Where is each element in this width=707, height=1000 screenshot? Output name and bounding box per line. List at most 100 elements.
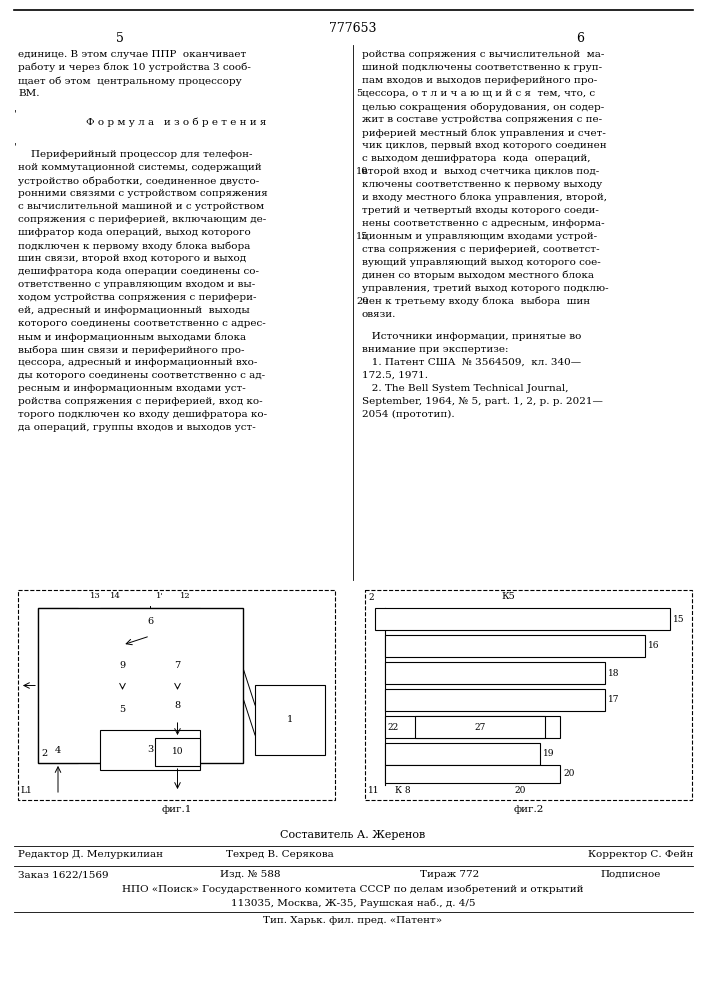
Bar — [255, 685, 325, 755]
Text: 1: 1 — [287, 716, 293, 724]
Text: Тираж 772: Тираж 772 — [420, 870, 479, 879]
Text: 7: 7 — [175, 660, 180, 670]
Bar — [100, 730, 200, 770]
Text: шиной подключены соответственно к груп-: шиной подключены соответственно к груп- — [362, 63, 602, 72]
Text: 2. The Bell System Technical Journal,: 2. The Bell System Technical Journal, — [362, 384, 568, 393]
Text: 4: 4 — [55, 746, 61, 755]
Bar — [38, 608, 78, 763]
Text: Составитель А. Жеренов: Составитель А. Жеренов — [281, 830, 426, 840]
Text: ционным и управляющим входами устрой-: ционным и управляющим входами устрой- — [362, 232, 597, 241]
Bar — [385, 743, 540, 765]
Text: 113035, Москва, Ж-35, Раушская наб., д. 4/5: 113035, Москва, Ж-35, Раушская наб., д. … — [230, 898, 475, 908]
Text: 5: 5 — [119, 706, 126, 714]
Text: вующий управляющий выход которого сое-: вующий управляющий выход которого сое- — [362, 258, 601, 267]
Text: 5: 5 — [356, 89, 362, 98]
Text: фиг.2: фиг.2 — [513, 805, 544, 814]
Text: овязи.: овязи. — [362, 310, 397, 319]
Text: жит в составе устройства сопряжения с пе-: жит в составе устройства сопряжения с пе… — [362, 115, 602, 124]
Text: ресным и информационным входами уст-: ресным и информационным входами уст- — [18, 384, 246, 393]
Bar — [375, 608, 670, 630]
Text: чен к третьему входу блока  выбора  шин: чен к третьему входу блока выбора шин — [362, 297, 590, 306]
Text: 20: 20 — [563, 770, 574, 778]
Text: и входу местного блока управления, второй,: и входу местного блока управления, второ… — [362, 193, 607, 202]
Text: 15: 15 — [356, 232, 368, 241]
Text: выбора шин связи и периферийного про-: выбора шин связи и периферийного про- — [18, 345, 245, 355]
Text: подключен к первому входу блока выбора: подключен к первому входу блока выбора — [18, 241, 250, 251]
Bar — [385, 716, 560, 738]
Text: Ф о р м у л а   и з о б р е т е н и я: Ф о р м у л а и з о б р е т е н и я — [86, 118, 267, 127]
Text: 1': 1' — [156, 592, 164, 600]
Text: которого соединены соответственно с адрес-: которого соединены соответственно с адре… — [18, 319, 266, 328]
Text: Корректор С. Фейн: Корректор С. Фейн — [588, 850, 693, 859]
Text: Техред В. Серякова: Техред В. Серякова — [226, 850, 334, 859]
Text: единице. В этом случае ППР  оканчивает: единице. В этом случае ППР оканчивает — [18, 50, 246, 59]
Text: L1: L1 — [20, 786, 32, 795]
Text: Заказ 1622/1569: Заказ 1622/1569 — [18, 870, 109, 879]
Text: с вычислительной машиной и с устройством: с вычислительной машиной и с устройством — [18, 202, 264, 211]
Text: 10: 10 — [172, 748, 183, 756]
Text: 13: 13 — [90, 592, 100, 600]
Text: торого подключен ко входу дешифратора ко-: торого подключен ко входу дешифратора ко… — [18, 410, 267, 419]
Text: 6: 6 — [147, 617, 153, 626]
Text: ройства сопряжения с периферией, вход ко-: ройства сопряжения с периферией, вход ко… — [18, 397, 262, 406]
Text: нены соответственно с адресным, информа-: нены соответственно с адресным, информа- — [362, 219, 604, 228]
Text: ответственно с управляющим входом и вы-: ответственно с управляющим входом и вы- — [18, 280, 255, 289]
Text: 2054 (прототип).: 2054 (прототип). — [362, 410, 455, 419]
Text: ходом устройства сопряжения с перифери-: ходом устройства сопряжения с перифери- — [18, 293, 257, 302]
Text: 8: 8 — [175, 700, 180, 710]
Text: шин связи, второй вход которого и выход: шин связи, второй вход которого и выход — [18, 254, 246, 263]
Text: 27: 27 — [474, 722, 486, 732]
Text: сопряжения с периферией, включающим де-: сопряжения с периферией, включающим де- — [18, 215, 267, 224]
Text: Редактор Д. Мелуркилиан: Редактор Д. Мелуркилиан — [18, 850, 163, 859]
Bar — [365, 590, 692, 800]
Text: Изд. № 588: Изд. № 588 — [220, 870, 281, 879]
Text: September, 1964, № 5, part. 1, 2, p. p. 2021—: September, 1964, № 5, part. 1, 2, p. p. … — [362, 397, 603, 406]
Text: управления, третий выход которого подклю-: управления, третий выход которого подклю… — [362, 284, 609, 293]
Bar — [155, 645, 200, 685]
Text: работу и через блок 10 устройства 3 сооб-: работу и через блок 10 устройства 3 сооб… — [18, 63, 251, 73]
Text: динен со вторым выходом местного блока: динен со вторым выходом местного блока — [362, 271, 594, 280]
Bar — [38, 608, 243, 763]
Bar — [155, 690, 200, 720]
Text: 12: 12 — [180, 592, 190, 600]
Text: ства сопряжения с периферией, соответст-: ства сопряжения с периферией, соответст- — [362, 245, 600, 254]
Text: 22: 22 — [387, 722, 398, 732]
Text: целью сокращения оборудования, он содер-: целью сокращения оборудования, он содер- — [362, 102, 604, 111]
Text: Периферийный процессор для телефон-: Периферийный процессор для телефон- — [18, 150, 252, 159]
Text: 3: 3 — [147, 746, 153, 754]
Text: щает об этом  центральному процессору: щает об этом центральному процессору — [18, 76, 242, 86]
Text: ей, адресный и информационный  выходы: ей, адресный и информационный выходы — [18, 306, 250, 315]
Text: ройства сопряжения с вычислительной  ма-: ройства сопряжения с вычислительной ма- — [362, 50, 604, 59]
Text: риферией местный блок управления и счет-: риферией местный блок управления и счет- — [362, 128, 606, 137]
Text: ключены соответственно к первому выходу: ключены соответственно к первому выходу — [362, 180, 602, 189]
Text: устройство обработки, соединенное двусто-: устройство обработки, соединенное двусто… — [18, 176, 259, 186]
Text: Источники информации, принятые во: Источники информации, принятые во — [362, 332, 581, 341]
Bar — [100, 690, 145, 730]
Text: 2: 2 — [368, 593, 373, 602]
Text: цессора, адресный и информационный вхо-: цессора, адресный и информационный вхо- — [18, 358, 257, 367]
Text: Подписное: Подписное — [600, 870, 660, 879]
Text: ды которого соединены соответственно с ад-: ды которого соединены соответственно с а… — [18, 371, 265, 380]
Text: 5: 5 — [116, 32, 124, 45]
Text: 2: 2 — [41, 749, 47, 758]
Text: 18: 18 — [608, 668, 619, 678]
Text: 10: 10 — [356, 167, 368, 176]
Bar — [155, 738, 200, 766]
Text: второй вход и  выход счетчика циклов под-: второй вход и выход счетчика циклов под- — [362, 167, 600, 176]
Text: ': ' — [14, 110, 17, 119]
Text: 6: 6 — [576, 32, 584, 45]
Text: чик циклов, первый вход которого соединен: чик циклов, первый вход которого соедине… — [362, 141, 607, 150]
Text: да операций, группы входов и выходов уст-: да операций, группы входов и выходов уст… — [18, 423, 256, 432]
Text: 16: 16 — [648, 642, 660, 650]
Text: 17: 17 — [608, 696, 619, 704]
Text: ВМ.: ВМ. — [18, 89, 40, 98]
Text: 777653: 777653 — [329, 22, 377, 35]
Text: ': ' — [14, 142, 17, 151]
Text: К 8: К 8 — [395, 786, 411, 795]
Text: дешифратора кода операции соединены со-: дешифратора кода операции соединены со- — [18, 267, 259, 276]
Bar — [100, 645, 145, 685]
Text: пам входов и выходов периферийного про-: пам входов и выходов периферийного про- — [362, 76, 597, 85]
Text: 1. Патент США  № 3564509,  кл. 340—: 1. Патент США № 3564509, кл. 340— — [362, 358, 581, 367]
Text: К5: К5 — [502, 592, 515, 601]
Bar — [18, 590, 335, 800]
